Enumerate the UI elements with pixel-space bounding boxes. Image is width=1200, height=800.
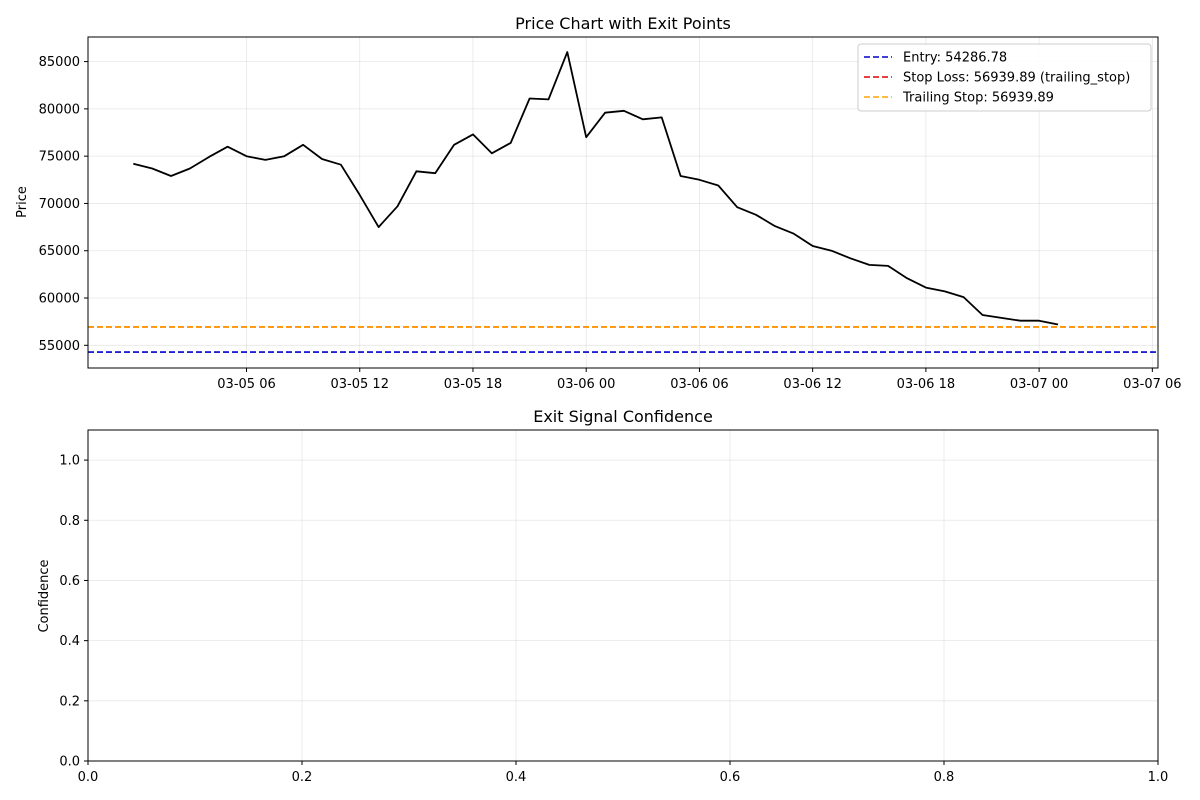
confidence-chart-y-tick-label: 0.0: [59, 755, 80, 770]
price-chart-x-tick-label: 03-06 06: [670, 377, 728, 392]
confidence-chart-y-ticks: 0.0 0.2 0.4 0.6 0.8 1.0: [59, 454, 88, 770]
confidence-chart-y-tick-label: 0.8: [59, 514, 80, 529]
price-series-line: [133, 51, 1059, 326]
price-chart-x-tick-label: 03-07 06: [1123, 377, 1181, 392]
confidence-chart-ylabel: Confidence: [37, 559, 52, 632]
price-chart-frame: [87, 36, 1159, 369]
price-chart-title: Price Chart with Exit Points: [515, 14, 731, 33]
price-chart-y-tick-label: 65000: [39, 244, 80, 259]
confidence-chart-y-tick-label: 1.0: [59, 454, 80, 469]
price-chart-ylabel: Price: [15, 186, 30, 218]
legend-entry-0: Entry: 54286.78: [903, 51, 1007, 66]
confidence-chart: Exit Signal Confidence 0.0 0.2 0.4 0.6 0.8 1.…: [37, 407, 1168, 785]
confidence-chart-y-tick-label: 0.6: [59, 574, 80, 589]
price-chart-x-tick-label: 03-07 00: [1010, 377, 1068, 392]
legend-entry-1: Stop Loss: 56939.89 (trailing_stop): [903, 71, 1130, 86]
confidence-chart-x-ticks: 0.0 0.2 0.4 0.6 0.8 1.0: [78, 761, 1169, 785]
confidence-chart-y-tick-label: 0.4: [59, 634, 80, 649]
price-chart-y-tick-label: 80000: [39, 102, 80, 117]
confidence-chart-title: Exit Signal Confidence: [533, 407, 713, 426]
price-chart-x-tick-label: 03-06 12: [783, 377, 841, 392]
price-chart-legend: Entry: 54286.78 Stop Loss: 56939.89 (trai…: [857, 43, 1152, 112]
price-chart-x-tick-label: 03-06 00: [557, 377, 615, 392]
confidence-chart-x-tick-label: 0.6: [720, 770, 741, 785]
price-chart: Price Chart with Exit Points 55000 60000 6…: [15, 14, 1182, 392]
price-chart-x-tick-label: 03-05 12: [331, 377, 389, 392]
legend-entry-2: Trailing Stop: 56939.89: [902, 91, 1054, 106]
price-chart-series: [133, 51, 1059, 326]
legend-box: [857, 43, 1152, 112]
price-chart-hlines: [88, 326, 1158, 353]
confidence-chart-x-tick-label: 0.2: [292, 770, 313, 785]
confidence-chart-y-tick-label: 0.2: [59, 694, 80, 709]
price-chart-y-tick-label: 55000: [39, 339, 80, 354]
confidence-chart-x-tick-label: 0.4: [506, 770, 527, 785]
price-chart-x-ticks: 03-05 06 03-05 12 03-05 18 03-06 00 03-06 06…: [217, 368, 1182, 392]
price-chart-y-tick-label: 85000: [39, 55, 80, 70]
price-chart-y-ticks: 55000 60000 65000 70000 75000 80000 85000: [39, 55, 88, 354]
price-chart-y-tick-label: 70000: [39, 197, 80, 212]
price-chart-grid: [88, 37, 1158, 368]
confidence-chart-x-tick-label: 0.0: [78, 770, 99, 785]
confidence-chart-x-tick-label: 0.8: [934, 770, 955, 785]
price-chart-y-tick-label: 60000: [39, 292, 80, 307]
price-chart-x-tick-label: 03-05 06: [217, 377, 275, 392]
price-chart-y-tick-label: 75000: [39, 150, 80, 165]
confidence-chart-x-tick-label: 1.0: [1148, 770, 1169, 785]
confidence-chart-frame: [87, 429, 1159, 762]
price-chart-x-tick-label: 03-05 18: [444, 377, 502, 392]
price-chart-x-tick-label: 03-06 18: [897, 377, 955, 392]
